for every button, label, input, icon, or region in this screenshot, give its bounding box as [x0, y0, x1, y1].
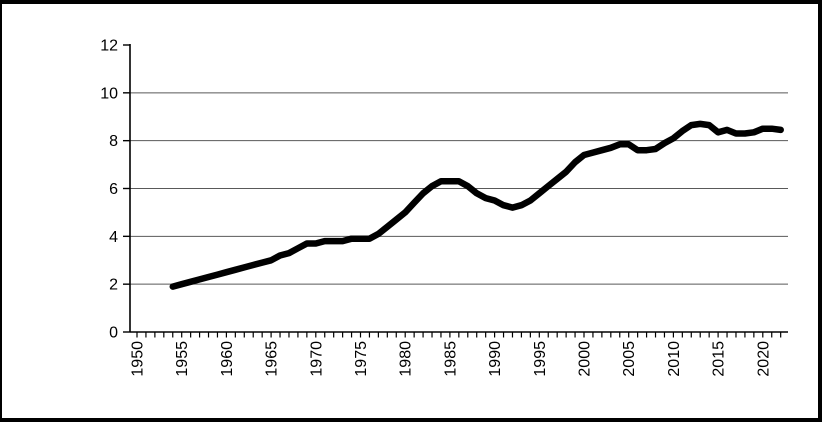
- x-tick-label: 1970: [308, 341, 325, 377]
- y-tick-label: 2: [109, 277, 118, 294]
- x-tick-label: 2000: [577, 341, 594, 377]
- x-tick-label: 2020: [755, 341, 772, 377]
- x-tick-label: 1995: [532, 341, 549, 377]
- frame-border-right: [818, 0, 822, 422]
- x-tick-label: 1960: [219, 341, 236, 377]
- x-tick-label: 2010: [666, 341, 683, 377]
- frame-border-top: [0, 0, 822, 4]
- x-tick-label: 1950: [130, 341, 147, 377]
- x-tick-label: 1990: [487, 341, 504, 377]
- x-tick-label: 1975: [353, 341, 370, 377]
- y-tick-label: 0: [109, 325, 118, 342]
- y-tick-label: 4: [109, 229, 118, 246]
- x-tick-label: 2015: [711, 341, 728, 377]
- x-tick-label: 1955: [174, 341, 191, 377]
- frame-border-bottom: [0, 418, 822, 422]
- data-series-line: [169, 120, 784, 290]
- y-tick-label: 10: [100, 85, 118, 102]
- frame-border-left: [0, 0, 2, 422]
- y-tick-label: 6: [109, 181, 118, 198]
- x-tick-label: 1985: [442, 341, 459, 377]
- y-tick-label: 8: [109, 133, 118, 150]
- x-tick-label: 1980: [398, 341, 415, 377]
- y-tick-label: 12: [100, 38, 118, 55]
- x-tick-label: 1965: [264, 341, 281, 377]
- x-tick-label: 2005: [621, 341, 638, 377]
